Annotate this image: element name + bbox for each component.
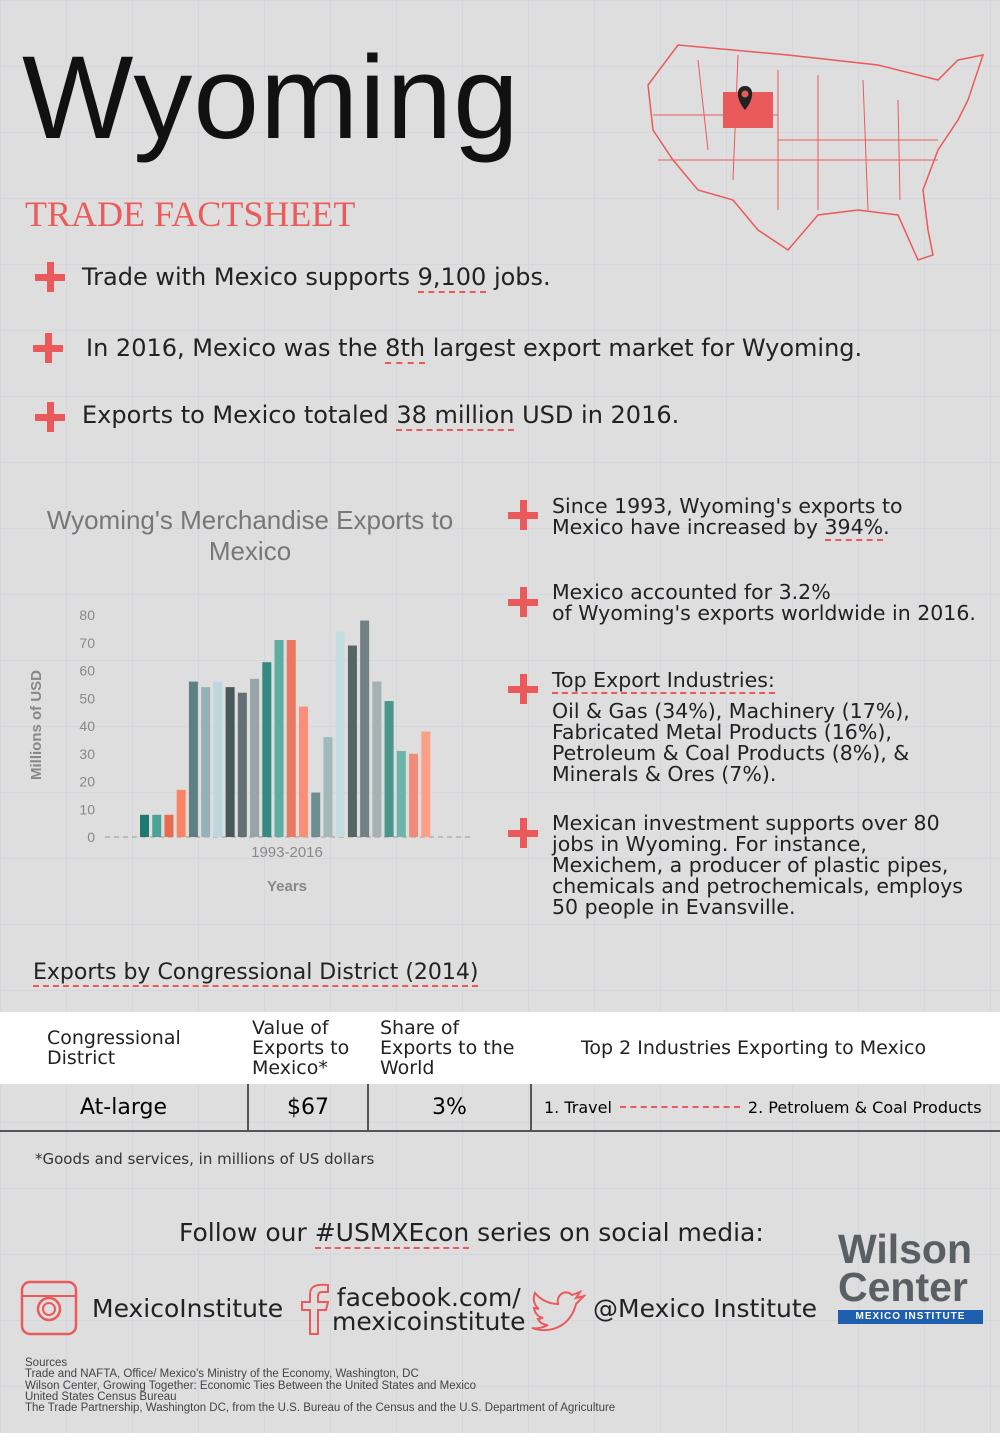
bar-1994 (152, 814, 162, 837)
y-tick-label: 0 (87, 829, 95, 845)
bar-2015 (409, 753, 419, 837)
y-tick-label: 40 (79, 718, 95, 734)
header-industries: Top 2 Industries Exporting to Mexico (581, 1037, 927, 1059)
plus-icon (35, 262, 65, 292)
bar-2016 (421, 731, 431, 837)
bar-1999 (213, 681, 223, 837)
fact-rank: In 2016, Mexico was the 8th largest expo… (86, 334, 863, 364)
y-tick-label: 10 (79, 801, 95, 817)
facebook-icon[interactable] (298, 1282, 332, 1336)
table-note: *Goods and services, in millions of US d… (35, 1150, 375, 1168)
bar-2010 (347, 645, 357, 837)
x-axis-label: Years (267, 878, 307, 895)
y-tick-label: 20 (79, 774, 95, 790)
bar-1996 (176, 789, 186, 837)
page-title: Wyoming (22, 32, 520, 164)
bar-1993 (140, 814, 149, 837)
bar-2014 (396, 750, 406, 837)
plus-icon (33, 333, 63, 363)
cell-industries: 1. Travel 2. Petroluem & Coal Products (530, 1084, 1000, 1132)
page-subtitle: TRADE FACTSHEET (25, 194, 356, 234)
bar-2000 (225, 687, 235, 837)
district-table: Congressional District Value of Exports … (0, 1012, 1000, 1132)
table-row: At-large $67 3% 1. Travel 2. Petroluem & … (0, 1084, 1000, 1132)
header-share: Share of Exports to the World (380, 1017, 515, 1079)
facebook-link[interactable]: facebook.com/mexicoinstitute (332, 1283, 526, 1336)
bar-2006 (298, 706, 308, 837)
twitter-link[interactable]: @Mexico Institute (593, 1294, 818, 1323)
fact-investment: Mexican investment supports over 80 jobs… (552, 811, 963, 919)
sources: Sources Trade and NAFTA, Office/ Mexico's… (25, 1357, 616, 1415)
fact-exports: Exports to Mexico totaled 38 million USD… (82, 401, 680, 431)
chart-title: Wyoming's Merchandise Exports to Mexico (46, 505, 454, 566)
y-axis-label: Millions of USD (28, 670, 45, 780)
bar-1997 (188, 681, 198, 837)
bar-1998 (201, 687, 211, 837)
y-tick-label: 30 (79, 746, 95, 762)
header-district: Congressional District (47, 1027, 181, 1069)
social-title: Follow our #USMXEcon series on social me… (179, 1218, 764, 1249)
wilson-center-logo: Wilson Center MEXICO INSTITUTE (838, 1229, 983, 1324)
bar-2008 (323, 737, 333, 837)
bar-2013 (384, 701, 394, 837)
x-tick-label: 1993-2016 (251, 844, 323, 861)
plus-icon (508, 587, 538, 617)
cell-share: 3% (367, 1084, 531, 1132)
bar-2002 (250, 678, 260, 837)
fact-share: Mexico accounted for 3.2% of Wyoming's ex… (552, 580, 976, 625)
y-tick-label: 80 (79, 607, 95, 623)
fact-industries: Top Export Industries: Oil & Gas (34%), M… (552, 668, 910, 786)
bar-2001 (237, 692, 247, 837)
bar-2012 (372, 681, 382, 837)
instagram-link[interactable]: MexicoInstitute (92, 1294, 284, 1323)
header-value: Value of Exports to Mexico* (252, 1017, 350, 1079)
y-tick-label: 50 (79, 690, 95, 706)
plus-icon (35, 402, 65, 432)
us-map-icon (647, 44, 985, 261)
plus-icon (508, 500, 538, 530)
bar-2011 (360, 620, 370, 837)
bar-2009 (335, 631, 345, 837)
bar-2004 (274, 639, 284, 837)
cell-district: At-large (0, 1084, 248, 1132)
bar-1995 (164, 814, 174, 837)
bar-chart: 0 10 20 30 40 50 60 70 80 1993-2016 Years Millions … (28, 607, 470, 895)
fact-jobs: Trade with Mexico supports 9,100 jobs. (82, 263, 551, 293)
fact-increase: Since 1993, Wyoming's exports to Mexico … (552, 494, 903, 541)
y-tick-label: 60 (79, 663, 95, 679)
cell-value: $67 (247, 1084, 368, 1132)
twitter-icon[interactable] (530, 1290, 586, 1336)
bar-2005 (286, 639, 296, 837)
instagram-icon[interactable] (20, 1280, 78, 1336)
plus-icon (508, 674, 538, 704)
map-pin-icon (737, 86, 753, 110)
bar-2003 (262, 662, 272, 837)
district-title: Exports by Congressional District (2014) (33, 960, 479, 987)
plus-icon (508, 818, 538, 848)
bar-2007 (311, 792, 321, 837)
y-tick-label: 70 (79, 635, 95, 651)
